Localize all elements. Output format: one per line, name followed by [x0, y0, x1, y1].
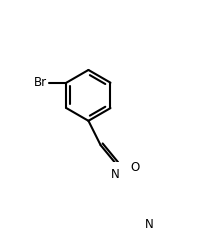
Text: N: N — [145, 218, 154, 231]
Text: N: N — [111, 168, 119, 181]
Text: O: O — [130, 161, 139, 174]
Text: Br: Br — [34, 76, 47, 89]
